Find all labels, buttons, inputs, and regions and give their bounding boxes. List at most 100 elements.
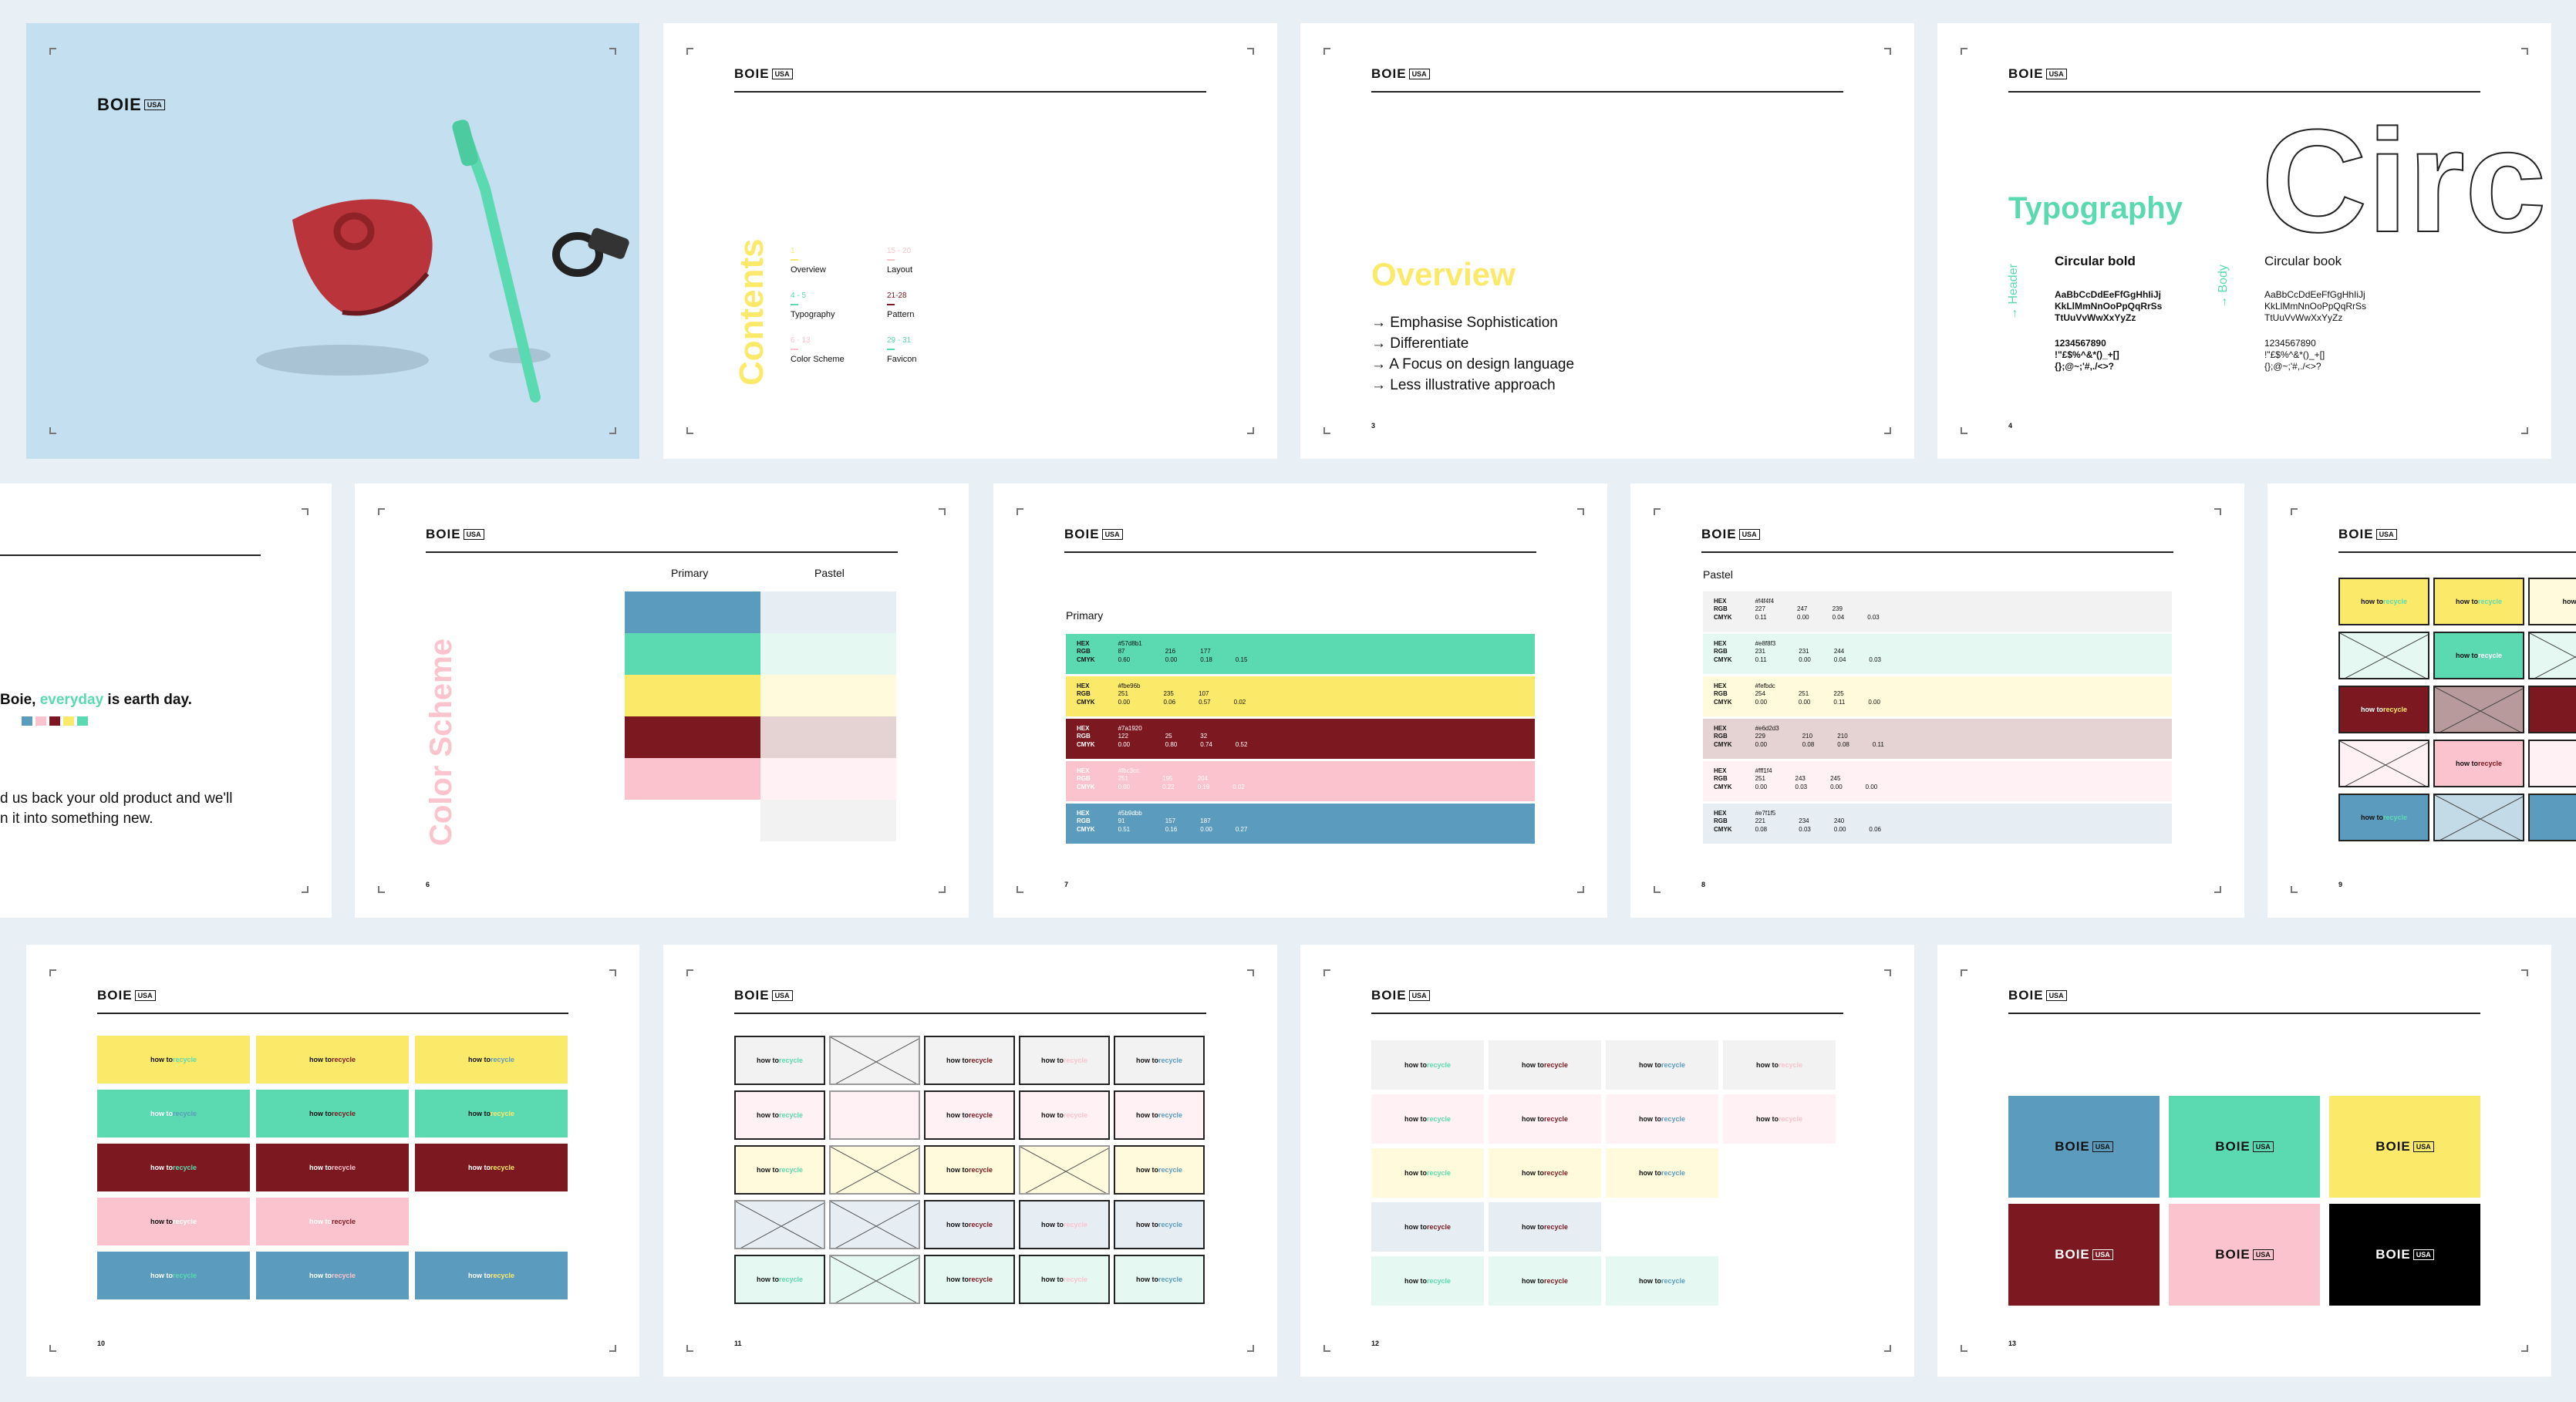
pattern-tile: how to recycle bbox=[924, 1200, 1015, 1249]
header-rule bbox=[1371, 91, 1843, 93]
pattern-tile: how to recycle bbox=[415, 1144, 568, 1191]
primary-row-maroon: HEX RGB CMYK #7a1920 122 0.00 25 0.80 32 0.74 0.52 bbox=[1066, 719, 1535, 759]
pastel-row: HEX RGB CMYK #f4f4f4 227 0.11 247 0.00 239 0.04 0.… bbox=[1703, 591, 2172, 632]
pattern-tile bbox=[829, 1090, 920, 1140]
pastel-row: HEX RGB CMYK #fff1f4 251 0.00 243 0.03 245 0.00 0.… bbox=[1703, 761, 2172, 801]
logo-on-maroon: BOIE USA bbox=[2008, 1204, 2160, 1306]
slide-overview: BOIE USA Overview → Emphasise Sophisticat… bbox=[1300, 23, 1914, 459]
color-scheme-title: Color Scheme bbox=[424, 639, 458, 846]
pattern-tile bbox=[2338, 740, 2429, 787]
overview-list: → Emphasise Sophistication → Differentiat… bbox=[1371, 315, 1575, 393]
toc-item[interactable]: 21-28 Pattern bbox=[887, 292, 915, 319]
pastel-row: HEX RGB CMYK #e8f8f3 231 0.11 231 0.00 244 0.04 0.… bbox=[1703, 634, 2172, 674]
logo: BOIE USA bbox=[734, 988, 793, 1003]
slide-primary: BOIE USA Primary HEX RGB CMYK #57d8b1 87 0.60 2… bbox=[993, 484, 1607, 918]
pattern-tile bbox=[2528, 686, 2576, 733]
pattern-tile bbox=[2433, 686, 2524, 733]
pattern-tile: how to recycle bbox=[734, 1145, 825, 1195]
logo: BOIE USA bbox=[1064, 527, 1123, 542]
pattern-tile: how to recycle bbox=[1489, 1094, 1601, 1144]
pattern-tile: how to recycle bbox=[1371, 1256, 1484, 1306]
pattern-tile bbox=[829, 1255, 920, 1304]
page-number: 10 bbox=[97, 1340, 106, 1347]
toc-item[interactable]: 4 - 5 Typography bbox=[791, 292, 835, 319]
pattern-tile: how to recycle bbox=[1114, 1145, 1205, 1195]
pattern-tile: how to recycle bbox=[415, 1090, 568, 1137]
slide-contents: BOIE USA Contents 1 Overview 15 - 20 Layout… bbox=[663, 23, 1277, 459]
primary-title: Primary bbox=[1066, 609, 1104, 622]
circular-book-specimen: Circular book AaBbCcDdEeFfGgHhIiJj KkLlMm… bbox=[2264, 254, 2367, 372]
pattern-tile: how to recycle bbox=[1114, 1090, 1205, 1140]
pattern-tile: how to recycle bbox=[1489, 1040, 1601, 1090]
pattern-tile: how to recycle bbox=[1606, 1256, 1718, 1306]
page-number: 13 bbox=[2008, 1340, 2017, 1347]
slide-color-scheme: BOIE USA Color Scheme Primary Pastel 6 bbox=[355, 484, 969, 918]
slide-pastel: BOIE USA Pastel HEX RGB CMYK #f4f4f4 227 0.11 2… bbox=[1630, 484, 2244, 918]
page-number: 6 bbox=[426, 881, 430, 888]
pastel-swatches bbox=[760, 591, 896, 841]
slide-pattern-11: BOIE USA how to recycle how to recycle ho… bbox=[663, 945, 1277, 1377]
pattern-tile bbox=[734, 1200, 825, 1249]
page-number: 4 bbox=[2008, 422, 2013, 430]
logo: BOIE USA bbox=[1371, 66, 1430, 82]
pattern-tile: how to recycle bbox=[1606, 1148, 1718, 1198]
pattern-tile bbox=[2338, 632, 2429, 679]
slide-pattern-10: BOIE USA how to recycle how to recycle ho… bbox=[26, 945, 639, 1377]
body-label: → Body bbox=[2217, 265, 2230, 308]
typography-display: Circu bbox=[2261, 99, 2551, 263]
primary-row-yellow: HEX RGB CMYK #fbe96b 251 0.00 235 0.06 107 0.57 0.… bbox=[1066, 676, 1535, 716]
pattern-tile: how to recycle bbox=[734, 1255, 825, 1304]
pattern-tile: how to recycle bbox=[1606, 1040, 1718, 1090]
pattern-tile: how to recycle bbox=[924, 1036, 1015, 1085]
pattern-tile: how to recycle bbox=[734, 1090, 825, 1140]
pastel-column-label: Pastel bbox=[814, 567, 845, 579]
pattern-tile: how to recycle bbox=[1723, 1040, 1836, 1090]
pattern-tile: how to recycle bbox=[1489, 1148, 1601, 1198]
logo: BOIE USA bbox=[426, 527, 484, 542]
pattern-tile: how to recycle bbox=[1489, 1256, 1601, 1306]
earth-day-body: d us back your old product and we'll n it… bbox=[0, 790, 233, 827]
pattern-tile: how to recycle bbox=[924, 1145, 1015, 1195]
pattern-tile bbox=[2433, 794, 2524, 841]
pattern-tile: how to recycle bbox=[2433, 632, 2524, 679]
pattern-tile: how to recycle bbox=[1019, 1090, 1110, 1140]
logo: BOIE USA bbox=[1371, 988, 1430, 1003]
header-rule bbox=[1064, 551, 1536, 553]
logo: BOIE USA bbox=[2338, 527, 2397, 542]
earth-day-headline: Boie, everyday is earth day. bbox=[0, 692, 192, 708]
pattern-tile: how to recycle bbox=[415, 1036, 568, 1084]
pastel-row: HEX RGB CMYK #e7f1f5 221 0.08 234 0.03 240 0.00 0.… bbox=[1703, 804, 2172, 844]
primary-column-label: Primary bbox=[671, 567, 709, 579]
logo: BOIE USA bbox=[97, 95, 165, 115]
product-illustration bbox=[256, 120, 629, 403]
pattern-tile bbox=[829, 1036, 920, 1085]
primary-row-mint: HEX RGB CMYK #57d8b1 87 0.60 216 0.00 177 0.18 0.1… bbox=[1066, 634, 1535, 674]
pattern-tile: how to recycle bbox=[734, 1036, 825, 1085]
page-number: 12 bbox=[1371, 1340, 1380, 1347]
pastel-title: Pastel bbox=[1703, 568, 1733, 581]
header-rule bbox=[0, 554, 261, 556]
toc-item[interactable]: 15 - 20 Layout bbox=[887, 247, 913, 275]
color-dots bbox=[22, 716, 88, 726]
pattern-tile: how to recycle bbox=[97, 1090, 250, 1137]
toc-item[interactable]: 1 Overview bbox=[791, 247, 826, 275]
slide-earth-day: Boie, everyday is earth day. d us back y… bbox=[0, 484, 332, 918]
pattern-tile bbox=[829, 1200, 920, 1249]
logo-on-yellow: BOIE USA bbox=[2329, 1096, 2480, 1198]
pattern-tile: how to recycle bbox=[97, 1036, 250, 1084]
slide-cover: BOIE USA bbox=[26, 23, 639, 459]
header-rule bbox=[2008, 91, 2480, 93]
page-number: 7 bbox=[1064, 881, 1069, 888]
pattern-tile: how to recycle bbox=[256, 1090, 409, 1137]
pattern-tile: how to recycle bbox=[2338, 686, 2429, 733]
pattern-tile: how to recycle bbox=[1371, 1040, 1484, 1090]
overview-title: Overview bbox=[1371, 256, 1516, 292]
pattern-tile bbox=[2528, 632, 2576, 679]
logo: BOIE USA bbox=[1701, 527, 1760, 542]
header-rule bbox=[1371, 1013, 1843, 1014]
logo-on-pink: BOIE USA bbox=[2169, 1204, 2320, 1306]
primary-row-pink: HEX RGB CMYK #fbc3cc 251 0.00 195 0.22 204 0.19 0.… bbox=[1066, 761, 1535, 801]
toc-item[interactable]: 6 - 13 Color Scheme bbox=[791, 336, 845, 364]
pattern-tile: how to recycle bbox=[97, 1198, 250, 1245]
toc-item[interactable]: 29 - 31 Favicon bbox=[887, 336, 917, 364]
